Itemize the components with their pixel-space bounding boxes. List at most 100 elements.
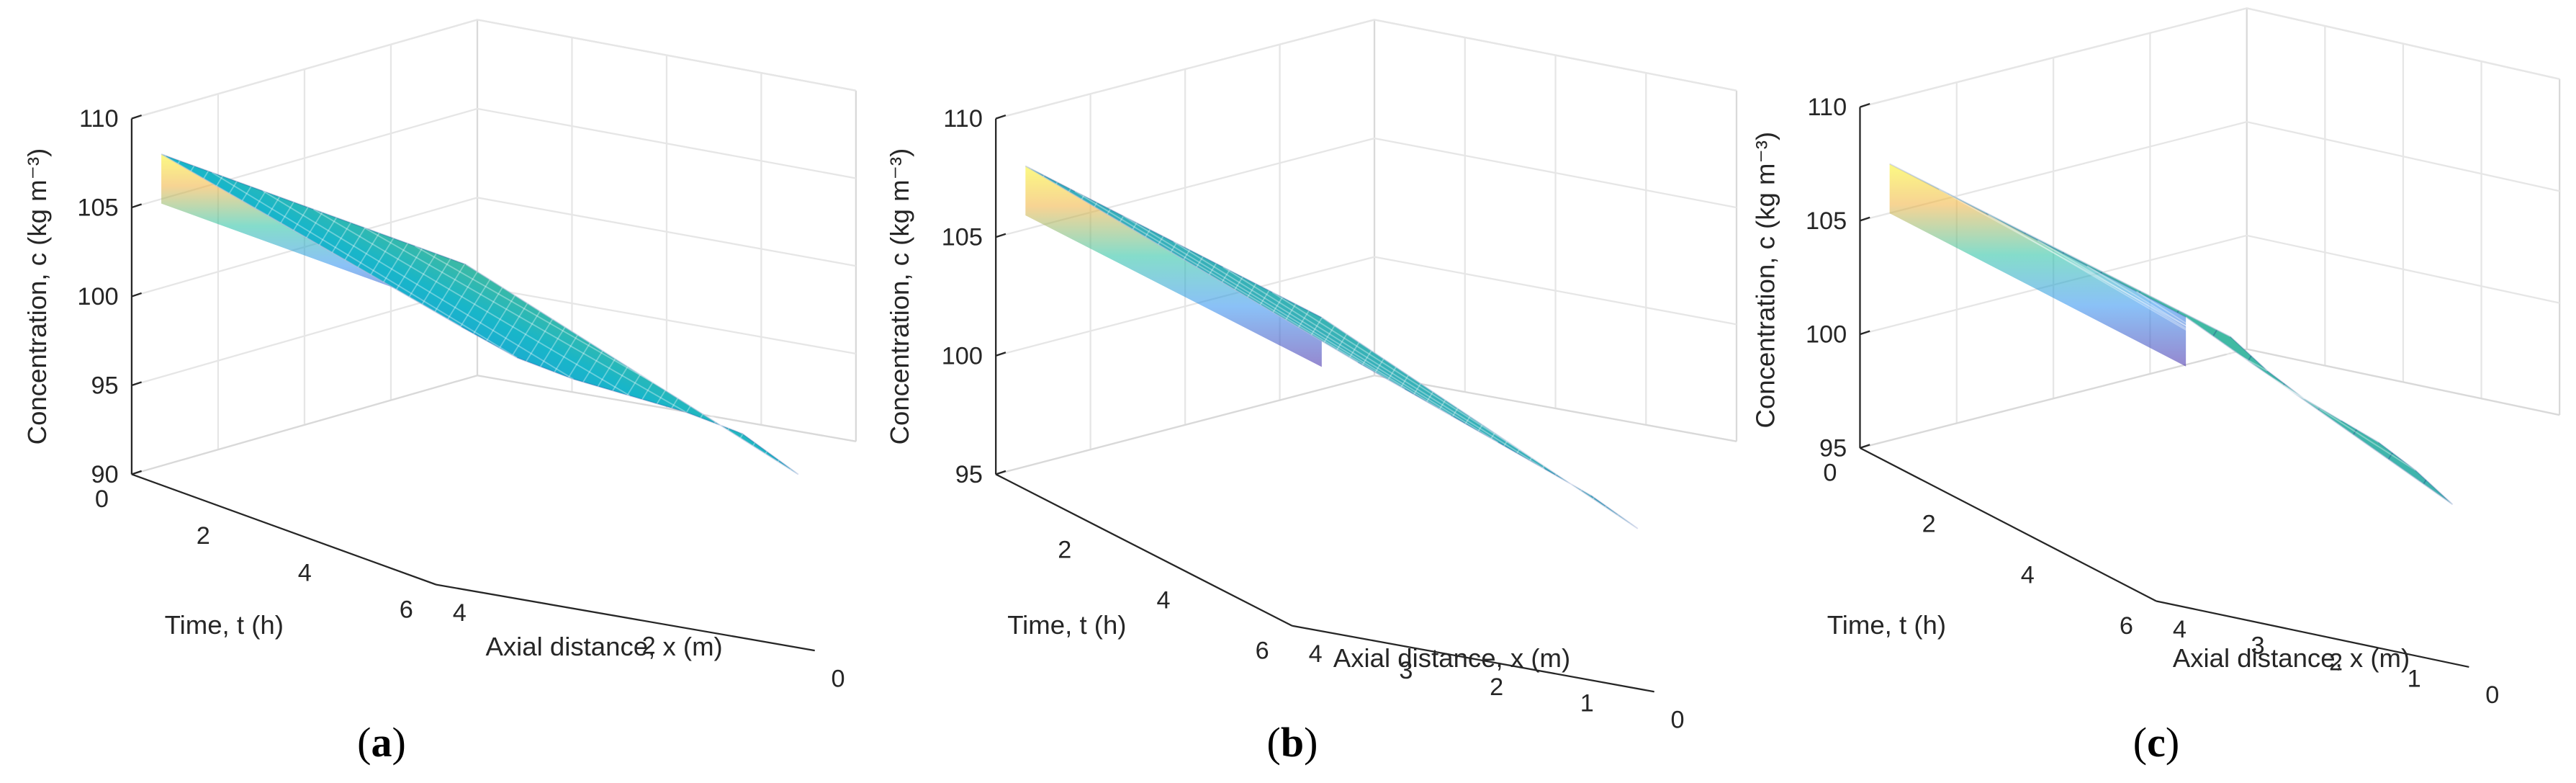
z-gridline [995,137,1737,238]
z-tick-mark [1860,216,1870,222]
surface-mesh-line [2086,265,2379,443]
panel-label-c: (c) [2133,719,2179,766]
time-axis-label: Time, t (h) [1007,610,1126,640]
surface-mesh-line [364,227,687,413]
t-tick-label: 4 [298,559,312,586]
surface-mesh-line [1889,163,2231,338]
surface-mesh-line [1074,190,1405,390]
x-tick-label: 1 [1580,690,1594,717]
z-tick-mark [995,352,1006,357]
z-tick-label: 105 [1806,207,1847,235]
z-tick-mark [1860,102,1870,108]
panel-labels: (a) (b) (c) [357,719,2179,766]
panel-c-plot: 95 100 105 110 0 2 4 6 4 3 2 1 0 Concentration, c (kg… [1751,7,2561,709]
t-tick-label: 4 [2021,561,2035,589]
z-gridline [995,256,1737,357]
panel-letter-a: a [371,719,392,766]
surface-mesh-line [2136,290,2416,471]
panel-letter-b: b [1281,719,1304,766]
time-axis-label: Time, t (h) [1827,610,1946,640]
z-gridline [131,375,857,475]
time-axis-label: Time, t (h) [165,610,284,640]
z-tick-label: 95 [91,372,118,399]
x-tick-label: 0 [1671,707,1685,734]
z-tick-label: 95 [1819,434,1847,462]
surface-mesh-line [2037,240,2342,421]
panel-label-a: (a) [357,719,406,766]
t-tick-label: 2 [197,522,210,550]
t-tick-label: 2 [1058,536,1071,563]
surface-mesh-line [2185,316,2454,506]
z-tick-label: 110 [79,105,119,133]
floor-back-edge [131,375,857,475]
surface-mesh-line [1938,189,2268,372]
z-tick-label: 100 [1806,321,1847,349]
x-axis-line [1292,625,1654,693]
z-gridline [1860,7,2560,108]
t-tick-label: 2 [1922,510,1936,537]
t-axis-line [1859,447,2157,602]
floor-back-edge [995,375,1737,475]
x-tick-label: 4 [453,599,467,627]
z-tick-mark [131,292,142,297]
inlet-wall [1025,166,1322,367]
z-tick-label: 105 [77,194,118,222]
z-tick-mark [131,470,142,475]
panel-a-plot: 90 95 100 105 110 0 2 4 6 4 2 0 Concentration, c (kg… [22,19,857,692]
box-top-edge [1860,7,2560,108]
z-axis-label: Concentration, c (kg m⁻³) [22,148,52,445]
surface-mesh-line [212,171,518,359]
surface-mesh-line [415,245,743,434]
z-tick-label: 100 [77,283,118,310]
z-tick-label: 95 [955,461,983,488]
x-axis-label: Axial distance, x (m) [485,632,722,661]
surface-mesh-line [1321,317,1639,529]
z-tick-mark [131,203,142,209]
x-tick-label: 4 [2173,616,2187,643]
z-tick-mark [131,381,142,387]
x-tick-label: 3 [1399,657,1413,684]
z-tick-mark [995,114,1006,120]
x-axis-line [2156,600,2469,668]
t-tick-label: 0 [1823,460,1837,487]
t-tick-label: 6 [2120,612,2133,640]
t-tick-label: 0 [95,486,109,513]
z-tick-mark [1860,444,1870,449]
x-axis-line [436,583,815,652]
z-gridline [1860,348,2560,449]
surface-mesh-line [1988,214,2305,400]
surface-mesh-line [262,190,574,380]
t-tick-label: 6 [400,596,413,623]
z-axis-label: Concentration, c (kg m⁻³) [1751,132,1780,429]
surface-mesh-line [1124,215,1452,416]
x-tick-label: 2 [2329,649,2343,676]
surface-mesh [161,153,798,475]
surface-mesh-line [1271,291,1592,496]
t-tick-label: 6 [1256,637,1269,665]
panel-b-plot: 95 100 105 110 2 4 6 4 3 2 1 0 Concentration, c (kg … [885,19,1738,734]
t-axis-line [995,473,1293,627]
z-tick-label: 110 [943,105,983,133]
inlet-wall [1889,164,2187,367]
x-tick-label: 0 [2485,681,2499,709]
z-axis-label: Concentration, c (kg m⁻³) [885,148,914,445]
z-gridline [131,107,857,209]
z-gridline [1860,234,2560,336]
surface-mesh-line [1222,266,1545,470]
z-gridline [1860,121,2560,222]
x-tick-label: 2 [642,632,656,660]
z-tick-label: 110 [1808,94,1847,121]
x-tick-label: 4 [1309,640,1323,668]
t-axis-line [131,473,437,586]
panel-c: 95 100 105 110 0 2 4 6 4 3 2 1 0 Concentration, c (kg… [1751,7,2561,709]
z-gridline [131,197,857,297]
surface-mesh-line [313,208,630,396]
z-tick-mark [995,233,1006,238]
box-top-edge [131,19,857,120]
panel-b: 95 100 105 110 2 4 6 4 3 2 1 0 Concentration, c (kg … [885,19,1738,734]
z-gridline [131,19,857,120]
floor-back-edge [1860,348,2560,449]
surface-mesh-line [161,153,461,328]
surface-mesh-line [465,264,799,475]
